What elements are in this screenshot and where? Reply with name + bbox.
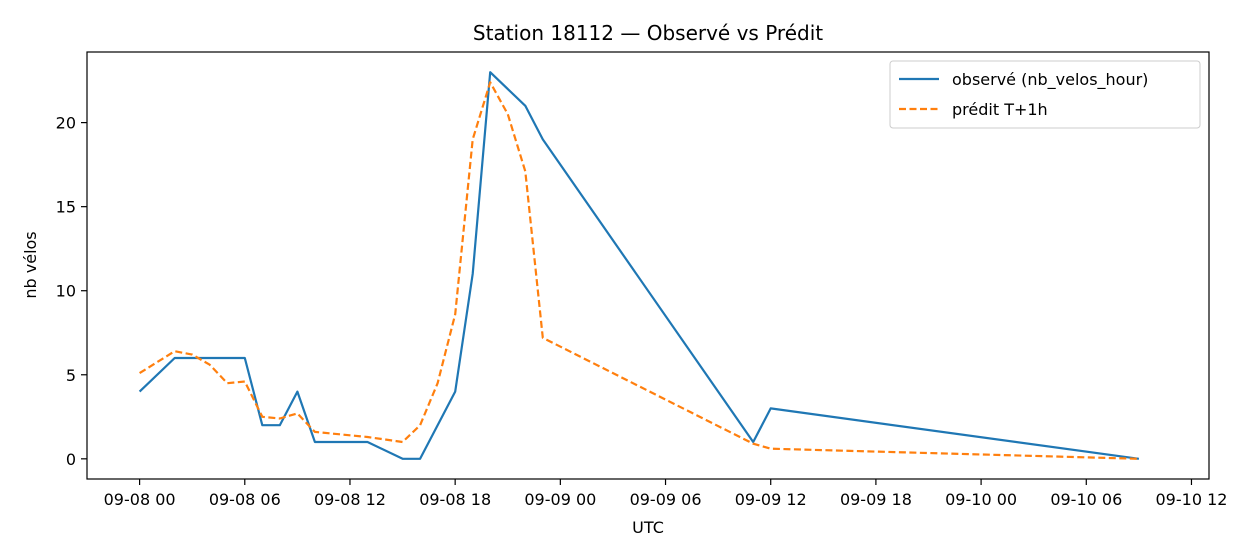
x-tick-label: 09-08 12 bbox=[314, 490, 386, 509]
y-tick-label: 15 bbox=[56, 198, 76, 217]
x-tick-label: 09-10 06 bbox=[1050, 490, 1122, 509]
x-tick-label: 09-08 18 bbox=[419, 490, 491, 509]
x-tick-label: 09-09 00 bbox=[524, 490, 596, 509]
y-tick-label: 20 bbox=[56, 114, 76, 133]
legend-label-observed: observé (nb_velos_hour) bbox=[952, 70, 1148, 90]
x-tick-label: 09-09 06 bbox=[630, 490, 702, 509]
x-tick-label: 09-08 06 bbox=[209, 490, 281, 509]
x-tick-label: 09-09 12 bbox=[735, 490, 807, 509]
x-tick-label: 09-10 12 bbox=[1156, 490, 1228, 509]
y-axis: 0 5 10 15 20 bbox=[56, 114, 87, 469]
series-line-predicted bbox=[139, 81, 1139, 460]
legend: observé (nb_velos_hour) prédit T+1h bbox=[889, 60, 1201, 129]
x-tick-label: 09-08 00 bbox=[104, 490, 176, 509]
plot-area bbox=[86, 51, 1210, 480]
plot-frame bbox=[86, 51, 1210, 480]
y-tick-label: 10 bbox=[56, 282, 76, 301]
y-tick-label: 0 bbox=[66, 450, 76, 469]
legend-label-predicted: prédit T+1h bbox=[952, 100, 1048, 119]
x-tick-label: 09-09 18 bbox=[840, 490, 912, 509]
series-line-observed bbox=[138, 71, 1140, 460]
series-layer bbox=[138, 71, 1140, 460]
y-axis-title: nb vélos bbox=[21, 231, 40, 298]
x-tick-label: 09-10 00 bbox=[945, 490, 1017, 509]
x-axis-title: UTC bbox=[632, 518, 664, 537]
legend-box bbox=[889, 60, 1201, 129]
x-axis: 09-08 00 09-08 06 09-08 12 09-08 18 09-09 00… bbox=[104, 479, 1228, 509]
y-tick-label: 5 bbox=[66, 366, 76, 385]
chart-title: Station 18112 — Observé vs Prédit bbox=[473, 21, 823, 45]
